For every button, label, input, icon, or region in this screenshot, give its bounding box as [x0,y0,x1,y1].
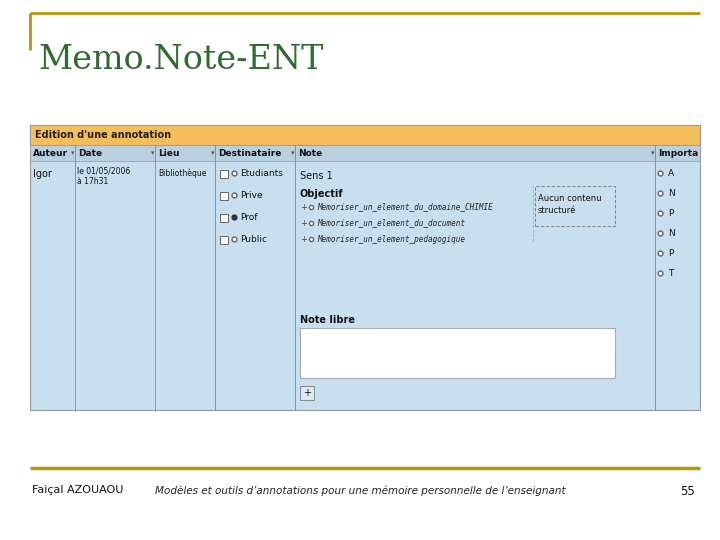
Text: Memoriser_un_element_pedagogique: Memoriser_un_element_pedagogique [317,234,465,244]
Text: le 01/05/2006
à 17h31: le 01/05/2006 à 17h31 [77,167,130,186]
Text: Bibliothèque: Bibliothèque [158,169,207,179]
Text: ▾: ▾ [291,150,294,156]
Text: Public: Public [240,234,267,244]
Text: T: T [668,268,673,278]
Text: P: P [668,248,673,258]
Text: Sens 1: Sens 1 [300,171,333,181]
Bar [300,386,314,400]
Text: structuré: structuré [538,206,577,215]
Text: ▾: ▾ [151,150,155,156]
Text: ▾: ▾ [71,150,74,156]
Text: Prof: Prof [240,213,258,221]
Text: +: + [300,219,307,227]
Text: ▾: ▾ [211,150,215,156]
Bar [220,192,228,200]
Bar [30,125,700,410]
Text: 55: 55 [680,485,695,498]
Text: Prive: Prive [240,191,263,199]
Text: Edition d'une annotation: Edition d'une annotation [35,130,171,140]
Text: Auteur: Auteur [33,148,68,158]
Text: Etudiants: Etudiants [240,168,283,178]
Bar [220,214,228,222]
Bar [220,236,228,244]
Text: A: A [668,168,674,178]
Text: Date: Date [78,148,102,158]
Text: ▾: ▾ [651,150,654,156]
Text: Igor: Igor [33,169,52,179]
Text: Memoriser_un_element_du_domaine_CHIMIE: Memoriser_un_element_du_domaine_CHIMIE [317,202,492,212]
FancyBboxPatch shape [535,186,615,226]
Text: Memo.Note-ENT: Memo.Note-ENT [38,44,323,76]
Text: Memoriser_un_element_du_document: Memoriser_un_element_du_document [317,219,465,227]
Bar [300,328,615,378]
Bar [30,145,700,161]
Text: Modèles et outils d’annotations pour une mémoire personnelle de l’enseignant: Modèles et outils d’annotations pour une… [155,485,565,496]
Text: +: + [300,234,307,244]
Text: Importa: Importa [658,148,698,158]
Text: P: P [668,208,673,218]
Text: Lieu: Lieu [158,148,179,158]
Text: +: + [303,388,311,398]
Bar [30,125,700,145]
Text: Destinataire: Destinataire [218,148,282,158]
Text: N: N [668,188,675,198]
Text: Note: Note [298,148,323,158]
Text: Note libre: Note libre [300,315,355,325]
Text: Faiçal AZOUAOU: Faiçal AZOUAOU [32,485,123,495]
Text: +: + [300,202,307,212]
Text: Objectif: Objectif [300,189,343,199]
Text: N: N [668,228,675,238]
Text: Aucun contenu: Aucun contenu [538,194,601,203]
Bar [220,170,228,178]
